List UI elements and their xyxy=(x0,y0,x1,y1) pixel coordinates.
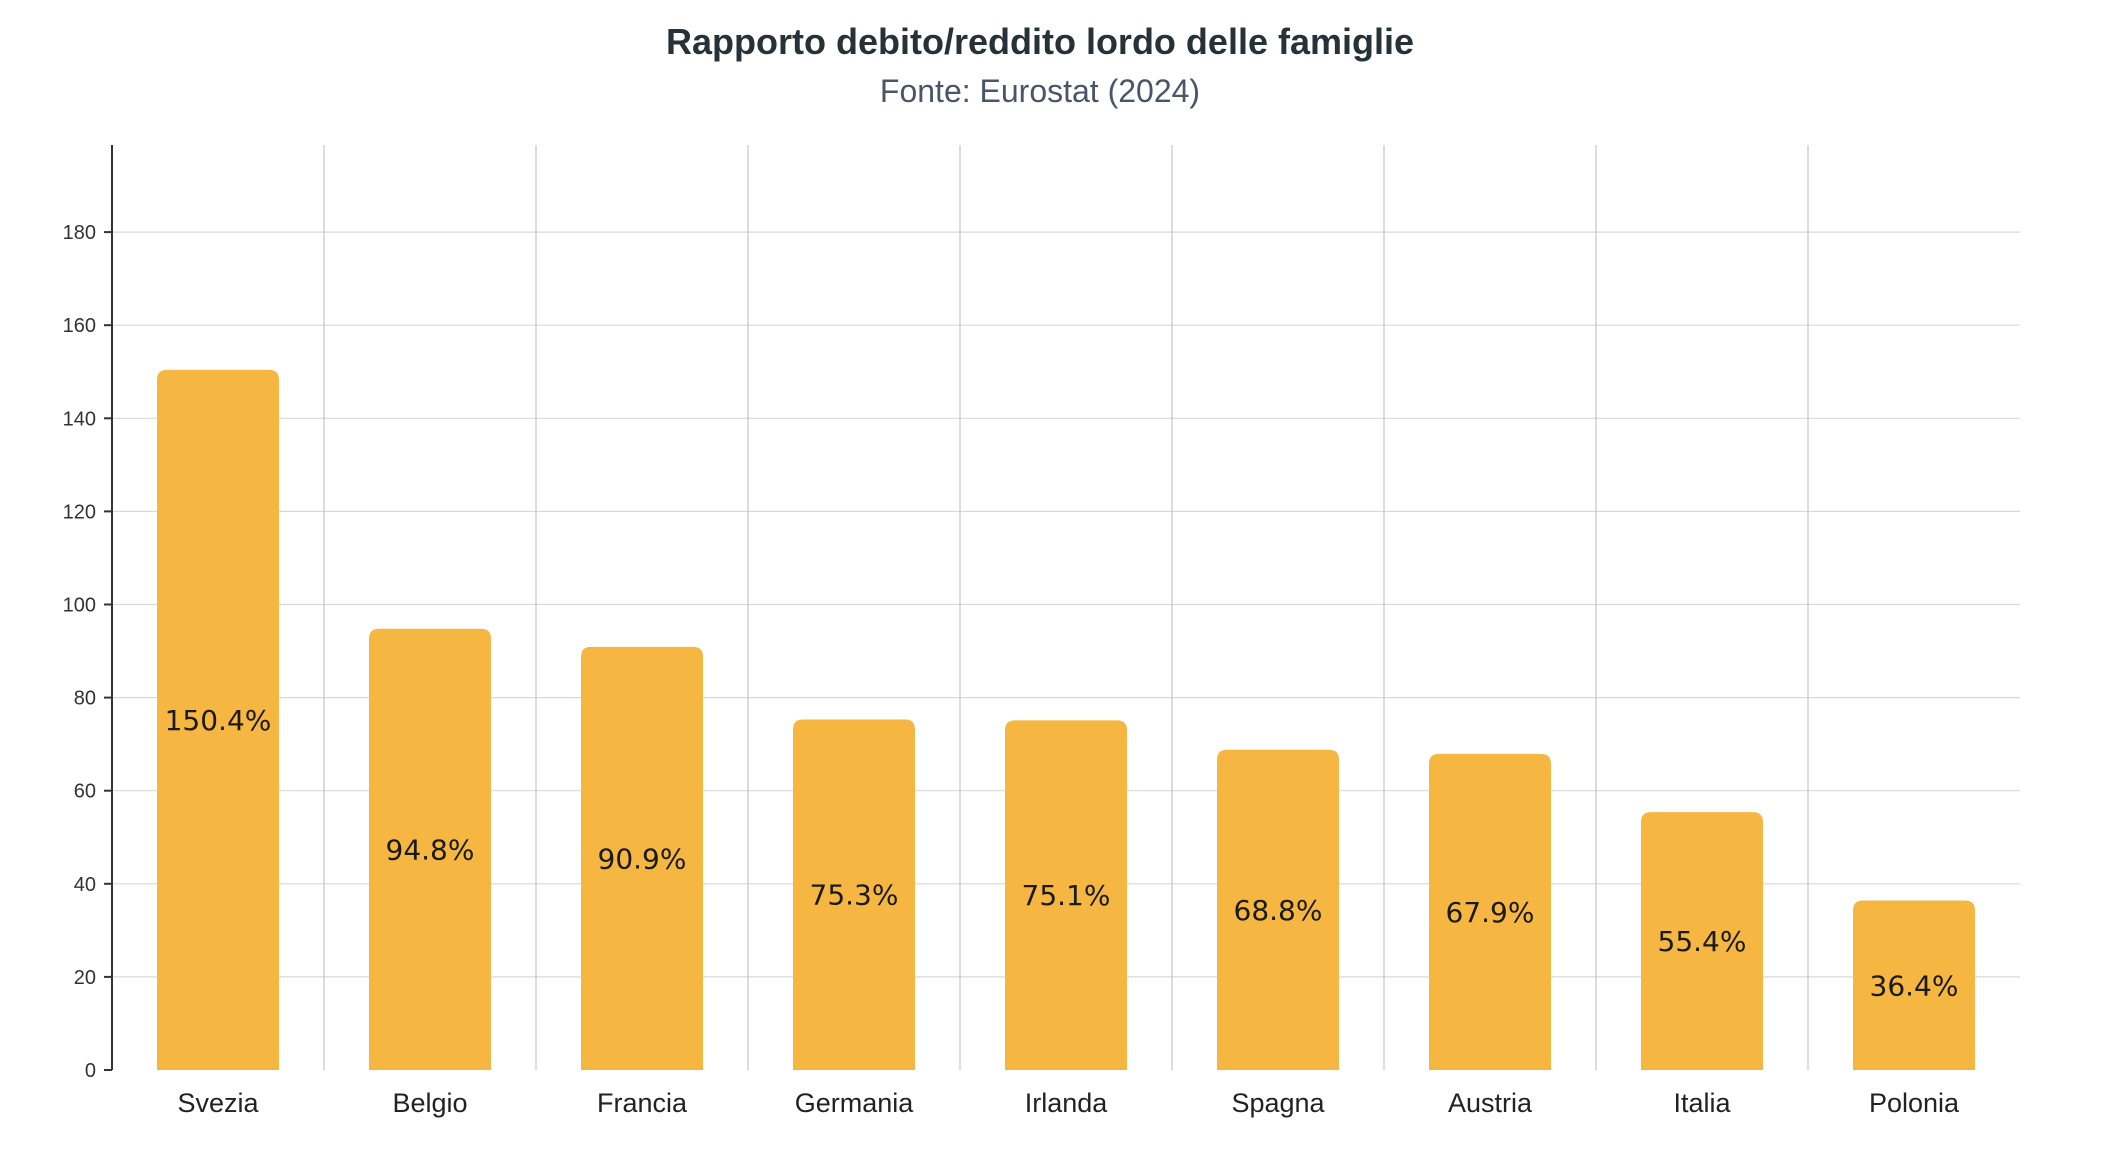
y-tick-label: 100 xyxy=(63,595,96,617)
x-tick-label-francia: Francia xyxy=(597,1088,688,1118)
data-label-irlanda: 75.1% xyxy=(1022,879,1111,912)
data-label-polonia: 36.4% xyxy=(1870,969,1959,1002)
bar-austria xyxy=(1429,753,1551,1070)
x-tick-label-austria: Austria xyxy=(1448,1088,1533,1118)
y-tick-label: 160 xyxy=(63,315,96,337)
bar-svezia xyxy=(157,369,279,1070)
data-label-svezia: 150.4% xyxy=(165,704,272,737)
data-label-spagna: 68.8% xyxy=(1234,894,1323,927)
x-tick-label-belgio: Belgio xyxy=(392,1088,467,1118)
y-tick-label: 180 xyxy=(63,222,96,244)
y-axis: 0 20 40 60 80 100 120 140 160 180 xyxy=(63,145,113,1082)
bar-spagna xyxy=(1217,749,1339,1070)
bar-francia xyxy=(581,646,703,1070)
y-tick-label: 60 xyxy=(74,781,96,803)
bars xyxy=(157,369,1975,1070)
y-tick-label: 40 xyxy=(74,874,96,896)
x-tick-label-irlanda: Irlanda xyxy=(1025,1088,1109,1118)
bar-belgio xyxy=(369,628,491,1070)
x-tick-label-germania: Germania xyxy=(795,1088,915,1118)
y-tick-label: 140 xyxy=(63,408,96,430)
bar-polonia xyxy=(1853,900,1975,1070)
y-tick-label: 120 xyxy=(63,501,96,523)
x-tick-label-svezia: Svezia xyxy=(177,1088,259,1118)
x-tick-label-spagna: Spagna xyxy=(1231,1088,1325,1118)
bar-irlanda xyxy=(1005,720,1127,1070)
labels: 150.4% Svezia 94.8% Belgio 90.9% Francia 75.3%… xyxy=(165,704,1960,1118)
bar-germania xyxy=(793,719,915,1070)
data-label-italia: 55.4% xyxy=(1658,925,1747,958)
y-tick-label: 20 xyxy=(74,967,96,989)
data-label-austria: 67.9% xyxy=(1446,896,1535,929)
chart-subtitle: Fonte: Eurostat (2024) xyxy=(880,73,1200,109)
chart-title: Rapporto debito/reddito lordo delle fami… xyxy=(666,21,1414,62)
x-tick-label-polonia: Polonia xyxy=(1869,1088,1960,1118)
bar-italia xyxy=(1641,812,1763,1070)
y-tick-label: 80 xyxy=(74,688,96,710)
y-tick-label: 0 xyxy=(85,1060,96,1082)
data-label-francia: 90.9% xyxy=(598,842,687,875)
data-label-germania: 75.3% xyxy=(810,879,899,912)
x-tick-label-italia: Italia xyxy=(1673,1088,1731,1118)
data-label-belgio: 94.8% xyxy=(386,833,475,866)
